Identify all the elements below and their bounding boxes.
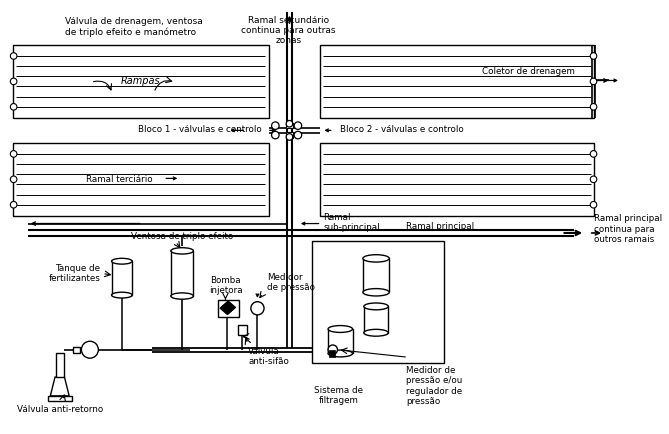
Bar [364, 307, 388, 333]
Ellipse shape [171, 248, 193, 254]
Bar [112, 262, 132, 296]
Circle shape [10, 202, 17, 209]
Text: Sistema de
filtragem: Sistema de filtragem [314, 385, 363, 404]
Circle shape [590, 53, 597, 60]
Ellipse shape [364, 303, 388, 310]
Ellipse shape [328, 350, 353, 357]
Text: Válvula
anti-sifão: Válvula anti-sifão [248, 346, 289, 365]
Polygon shape [50, 377, 69, 396]
Circle shape [10, 79, 17, 85]
Circle shape [328, 345, 337, 355]
Bar [13, 143, 269, 217]
Bar [47, 396, 72, 401]
Ellipse shape [328, 326, 353, 332]
Bar [286, 124, 293, 129]
Text: Válvula anti-retorno: Válvula anti-retorno [17, 404, 103, 413]
Text: Medidor
de pressão: Medidor de pressão [267, 272, 315, 292]
Circle shape [10, 53, 17, 60]
Bar [171, 251, 193, 296]
Circle shape [590, 104, 597, 111]
Circle shape [272, 123, 279, 130]
Circle shape [590, 177, 597, 183]
Bar [237, 326, 247, 335]
Polygon shape [220, 302, 235, 315]
Text: Bloco 1 - válvulas e controlo: Bloco 1 - válvulas e controlo [138, 125, 262, 134]
Circle shape [294, 123, 302, 130]
Circle shape [10, 104, 17, 111]
Circle shape [590, 202, 597, 209]
Ellipse shape [112, 259, 132, 264]
Ellipse shape [363, 255, 389, 263]
Bar [13, 46, 269, 119]
Text: Ramal secundário
continua para outras
zonas: Ramal secundário continua para outras zo… [242, 16, 336, 45]
Bar [329, 350, 334, 358]
Text: Medidor de
pressão e/ou
regulador de
pressão: Medidor de pressão e/ou regulador de pre… [406, 365, 462, 405]
Text: Coletor de drenagem: Coletor de drenagem [482, 66, 575, 76]
Bar [328, 329, 353, 354]
Text: Ramal terciário: Ramal terciário [86, 174, 153, 184]
Polygon shape [221, 301, 235, 314]
Text: Ramal
sub-principal: Ramal sub-principal [323, 213, 380, 232]
Text: Rampas: Rampas [121, 76, 161, 85]
Circle shape [10, 151, 17, 158]
Bar [363, 259, 389, 293]
Circle shape [251, 302, 264, 315]
Bar [312, 241, 444, 363]
Text: Bloco 2 - válvulas e controlo: Bloco 2 - válvulas e controlo [341, 125, 464, 134]
Bar [286, 133, 293, 138]
Text: Ramal principal
continua para
outros ramais: Ramal principal continua para outros ram… [595, 214, 662, 243]
Circle shape [272, 132, 279, 139]
Bar [73, 347, 80, 353]
Text: Tanque de
fertilizantes: Tanque de fertilizantes [48, 263, 100, 283]
Circle shape [286, 121, 293, 128]
Ellipse shape [363, 289, 389, 296]
Text: Bomba
injetora: Bomba injetora [209, 275, 242, 295]
Circle shape [82, 342, 98, 358]
Text: Válvula de drenagem, ventosa
de triplo efeito e manómetro: Válvula de drenagem, ventosa de triplo e… [66, 17, 203, 37]
Ellipse shape [112, 293, 132, 298]
Circle shape [286, 135, 293, 141]
Circle shape [10, 177, 17, 183]
Text: Ventosa de triplo efeito: Ventosa de triplo efeito [131, 231, 233, 240]
Ellipse shape [171, 293, 193, 299]
Bar [320, 46, 595, 119]
Circle shape [294, 132, 302, 139]
Bar [218, 300, 239, 317]
Circle shape [590, 151, 597, 158]
Bar [320, 143, 595, 217]
Text: Ramal principal: Ramal principal [406, 221, 474, 230]
Ellipse shape [364, 329, 388, 336]
Bar [56, 354, 64, 377]
Circle shape [590, 79, 597, 85]
